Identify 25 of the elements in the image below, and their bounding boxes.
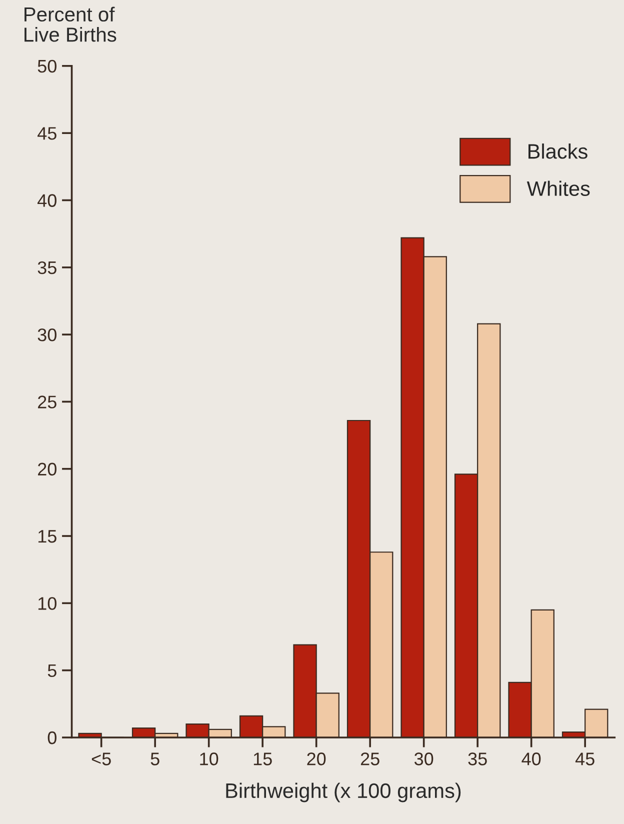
y-tick-label: 35 bbox=[38, 261, 56, 274]
y-tick-label: 30 bbox=[38, 328, 56, 342]
x-tick-label: 5 bbox=[150, 752, 160, 766]
y-tick-label: 50 bbox=[38, 60, 56, 73]
y-tick-label: 5 bbox=[48, 664, 56, 678]
legend-label: Whites bbox=[526, 180, 590, 196]
x-tick-label: 40 bbox=[522, 752, 541, 766]
y-tick-label: 25 bbox=[38, 396, 56, 408]
y-tick-label: 10 bbox=[38, 597, 56, 610]
x-tick-label: 20 bbox=[307, 752, 326, 766]
x-tick-label: 10 bbox=[200, 752, 218, 766]
x-tick-label: 45 bbox=[575, 752, 594, 766]
x-tick-label: 35 bbox=[468, 752, 487, 766]
legend-label: Blacks bbox=[528, 144, 588, 159]
x-tick-label: <5 bbox=[92, 752, 111, 766]
x-tick-label: 25 bbox=[360, 752, 380, 766]
x-tick-label: 30 bbox=[414, 752, 434, 766]
y-tick-label: 40 bbox=[38, 194, 56, 207]
x-tick-label: 15 bbox=[254, 752, 272, 766]
y-tick-label: 45 bbox=[38, 127, 56, 140]
y-tick-label: 0 bbox=[48, 731, 56, 744]
y-tick-label: 20 bbox=[38, 462, 56, 476]
x-axis-title: Birthweight (x 100 grams) bbox=[226, 782, 461, 802]
y-axis-title: Percent of Live Births bbox=[24, 6, 116, 42]
y-tick-label: 15 bbox=[38, 530, 56, 543]
